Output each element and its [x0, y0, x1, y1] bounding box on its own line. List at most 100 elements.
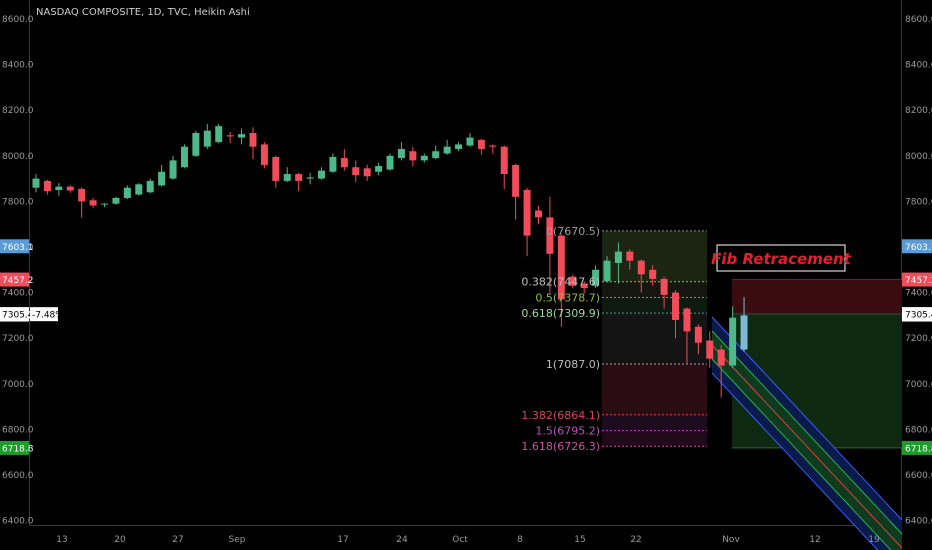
price-badge-right: 7457.2: [902, 272, 932, 287]
candle[interactable]: [397, 142, 405, 161]
candle[interactable]: [158, 164, 166, 187]
candle[interactable]: [192, 130, 200, 157]
candle[interactable]: [420, 153, 428, 163]
candle[interactable]: [123, 185, 131, 200]
fib-level-label: 1.618(6726.3): [521, 440, 600, 453]
candle[interactable]: [340, 148, 348, 171]
candle[interactable]: [89, 197, 97, 209]
svg-text:7305.4: 7305.4: [2, 311, 34, 321]
y-tick-label-right: 6600.0: [905, 471, 932, 481]
channel-line[interactable]: [711, 372, 902, 550]
candle[interactable]: [466, 133, 474, 147]
y-tick-label-left: 8400.0: [2, 61, 34, 71]
candle[interactable]: [352, 160, 360, 183]
fib-labels: 0(7670.5) 0.382(7447.6) 0.5(7378.7) 0.618(7…: [521, 225, 600, 453]
x-tick-label: 19: [868, 535, 880, 545]
channel-line[interactable]: [711, 330, 903, 535]
candle[interactable]: [512, 163, 520, 220]
fib-zone: [602, 313, 707, 364]
candle[interactable]: [283, 167, 291, 183]
candle[interactable]: [660, 276, 668, 309]
candle[interactable]: [375, 162, 383, 176]
candle[interactable]: [432, 145, 440, 160]
candle[interactable]: [272, 155, 280, 188]
candle[interactable]: [32, 174, 40, 193]
svg-text:7603.1: 7603.1: [2, 243, 34, 253]
candle[interactable]: [169, 155, 177, 180]
candle[interactable]: [649, 265, 657, 286]
candle[interactable]: [569, 274, 577, 289]
fib-zones: [602, 230, 707, 447]
candle[interactable]: [135, 183, 143, 196]
position-risk-zone[interactable]: [732, 279, 902, 315]
candle[interactable]: [180, 144, 188, 169]
svg-text:7305.4: 7305.4: [905, 311, 932, 321]
svg-text:6718.8: 6718.8: [905, 444, 932, 454]
candle[interactable]: [306, 172, 314, 185]
candle[interactable]: [534, 205, 542, 225]
y-tick-label-left: 7000.0: [2, 380, 34, 390]
candle[interactable]: [226, 131, 234, 144]
candle[interactable]: [215, 123, 223, 144]
fib-level-label: 0.618(7309.9): [521, 307, 600, 320]
candle[interactable]: [43, 179, 51, 195]
candle[interactable]: [318, 167, 325, 180]
x-tick-label: 8: [517, 535, 523, 545]
candle[interactable]: [626, 249, 634, 270]
candle[interactable]: [101, 203, 109, 208]
candle[interactable]: [672, 290, 680, 339]
candle[interactable]: [203, 123, 211, 149]
candle[interactable]: [363, 164, 371, 181]
svg-text:7457.2: 7457.2: [905, 276, 932, 286]
candle[interactable]: [500, 145, 508, 189]
candle[interactable]: [260, 142, 268, 169]
candle[interactable]: [249, 127, 257, 160]
y-tick-label-left: 8600.0: [2, 15, 34, 25]
candle[interactable]: [112, 196, 120, 205]
candle[interactable]: [546, 196, 554, 293]
candle[interactable]: [603, 256, 611, 283]
candle[interactable]: [295, 172, 303, 192]
candle[interactable]: [729, 306, 737, 368]
candle[interactable]: [66, 185, 74, 193]
channel-line[interactable]: [711, 358, 902, 550]
candle[interactable]: [386, 153, 394, 171]
price-badge-left: 7603.1: [0, 239, 34, 254]
candle[interactable]: [238, 128, 246, 145]
candle[interactable]: [55, 183, 63, 196]
chart-title: NASDAQ COMPOSITE, 1D, TVC, Heikin Ashi: [36, 7, 250, 18]
left-axis-ticks: 6400.06600.06800.07000.07200.07400.07600…: [2, 15, 34, 527]
candle[interactable]: [557, 234, 565, 327]
svg-text:6718.8: 6718.8: [2, 444, 34, 454]
candle[interactable]: [592, 265, 600, 289]
price-badge-right: 6718.8: [902, 440, 932, 455]
candle[interactable]: [443, 139, 451, 155]
candle[interactable]: [683, 307, 691, 364]
candle[interactable]: [146, 178, 154, 194]
y-tick-label-right: 8200.0: [905, 106, 932, 116]
candle[interactable]: [614, 242, 622, 284]
candle[interactable]: [489, 144, 497, 154]
candle[interactable]: [409, 146, 417, 167]
candle[interactable]: [717, 345, 725, 398]
annotation-box[interactable]: Fib Retracement: [711, 244, 852, 272]
fib-level-label: 1(7087.0): [546, 358, 600, 371]
candle[interactable]: [523, 187, 531, 257]
candle[interactable]: [329, 153, 337, 173]
candle[interactable]: [455, 142, 463, 152]
candle[interactable]: [580, 281, 588, 294]
change-badge: [30, 307, 58, 322]
x-axis-ticks: 13 20 27 Sep 17 24 Oct 8 15 22 Nov 12 19: [56, 535, 880, 545]
candle[interactable]: [706, 331, 714, 368]
y-tick-label-left: 6600.0: [2, 471, 34, 481]
candle[interactable]: [637, 259, 645, 293]
fib-zone: [602, 363, 707, 415]
candle[interactable]: [477, 138, 485, 155]
candle[interactable]: [78, 187, 86, 218]
candle[interactable]: [694, 324, 702, 355]
y-tick-label-left: 6400.0: [2, 517, 34, 527]
candle[interactable]: [740, 297, 748, 352]
channel-line[interactable]: [711, 344, 903, 549]
fib-zone: [602, 430, 707, 447]
